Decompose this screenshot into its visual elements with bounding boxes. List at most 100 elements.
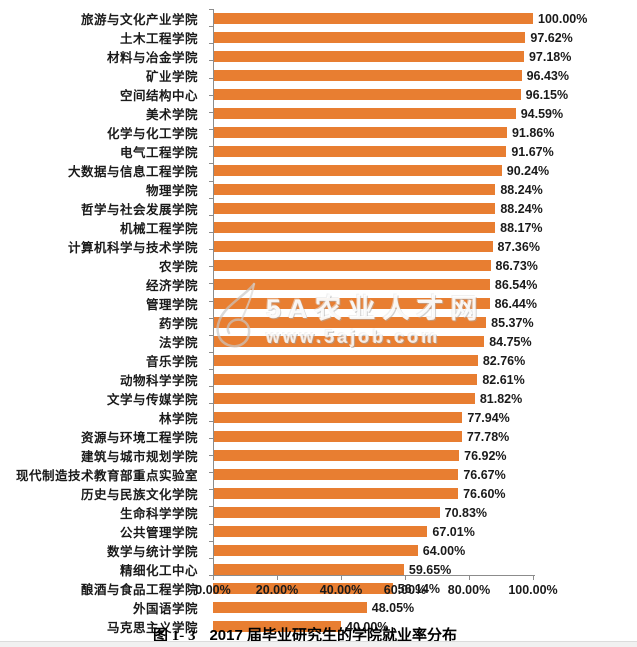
value-label: 85.37% (491, 315, 534, 330)
y-axis-tick (209, 163, 213, 164)
bar (213, 374, 478, 385)
bar-track: 86.44% (213, 294, 637, 313)
bar-row: 管理学院 86.44% (0, 294, 637, 313)
value-label: 77.78% (466, 429, 510, 444)
bar (213, 526, 428, 537)
bar (213, 431, 462, 442)
y-axis-tick (209, 146, 213, 147)
bar (213, 146, 507, 157)
y-axis-tick (209, 112, 213, 113)
category-label: 农学院 (158, 260, 198, 274)
y-axis-tick (209, 26, 213, 27)
bar-track: 56.14% (213, 579, 637, 598)
y-axis-tick (209, 301, 213, 302)
value-label: 90.24% (506, 163, 550, 178)
y-axis-tick (209, 541, 213, 542)
bar (213, 450, 460, 461)
value-label: 48.05% (371, 600, 415, 615)
value-label: 56.14% (397, 581, 441, 596)
y-axis-tick (209, 283, 213, 284)
bar-track: 67.01% (213, 522, 637, 541)
category-label: 计算机科学与技术学院 (67, 241, 198, 255)
category-label: 物理学院 (145, 184, 198, 198)
category-label: 资源与环境工程学院 (80, 431, 198, 445)
category-label: 美术学院 (145, 108, 198, 122)
bar-row: 数学与统计学院 64.00% (0, 541, 637, 560)
bar-row: 林学院 77.94% (0, 408, 637, 427)
y-axis-tick (209, 266, 213, 267)
category-label: 矿业学院 (145, 70, 198, 84)
y-axis-tick (209, 215, 213, 216)
bar-track: 76.60% (213, 484, 637, 503)
bar (213, 222, 496, 233)
bar-track: 94.59% (213, 104, 637, 123)
y-axis-tick (209, 489, 213, 490)
bar-row: 计算机科学与技术学院 87.36% (0, 237, 637, 256)
x-axis-tick (405, 576, 406, 580)
category-label: 建筑与城市规划学院 (80, 450, 198, 464)
category-label: 公共管理学院 (119, 526, 198, 540)
bar (213, 488, 459, 499)
y-axis-tick (209, 558, 213, 559)
bar-track: 88.17% (213, 218, 637, 237)
bar-track: 77.78% (213, 427, 637, 446)
figure-number: 图 1- 3 (152, 628, 196, 644)
y-axis-tick (209, 249, 213, 250)
value-label: 64.00% (422, 543, 466, 558)
y-axis-tick (209, 438, 213, 439)
bar-row: 农学院 86.73% (0, 256, 637, 275)
figure-caption: 图 1- 3 2017 届毕业研究生的学院就业率分布 (0, 624, 610, 645)
bar-track: 86.54% (213, 275, 637, 294)
value-label: 97.62% (530, 30, 573, 45)
y-axis-tick (209, 386, 213, 387)
bar-row: 建筑与城市规划学院 76.92% (0, 446, 637, 465)
value-label: 76.67% (463, 467, 506, 482)
x-axis-tick (469, 576, 470, 580)
bar-row: 现代制造技术教育部重点实验室 76.67% (0, 465, 637, 484)
x-axis-tick (213, 576, 214, 580)
x-axis-tick (533, 576, 534, 580)
bar-row: 资源与环境工程学院 77.78% (0, 427, 637, 446)
value-label: 40.00% (346, 619, 389, 634)
bar-track: 48.05% (213, 598, 637, 617)
value-label: 91.67% (511, 144, 554, 159)
category-label: 生命科学学院 (119, 507, 198, 521)
bar-track: 70.83% (213, 503, 637, 522)
bar (213, 317, 487, 328)
bar-track: 84.75% (213, 332, 637, 351)
bar (213, 13, 533, 24)
bar-row: 化学与化工学院 91.86% (0, 123, 637, 142)
bar (213, 127, 507, 138)
y-axis-tick (209, 95, 213, 96)
bar-track: 96.15% (213, 85, 637, 104)
bar-row: 法学院 84.75% (0, 332, 637, 351)
y-axis-tick (209, 318, 213, 319)
bar-track: 81.82% (213, 389, 637, 408)
bar (213, 298, 490, 309)
y-axis-tick (209, 60, 213, 61)
bottom-divider (0, 641, 637, 647)
x-axis-tick-label: 40.00% (319, 583, 363, 597)
bar-row: 空间结构中心 96.15% (0, 85, 637, 104)
bar-row: 机械工程学院 88.17% (0, 218, 637, 237)
bar-track: 86.73% (213, 256, 637, 275)
x-axis-tick-label: 0.00% (195, 583, 231, 597)
value-label: 76.60% (463, 486, 506, 501)
bar-row: 文学与传媒学院 81.82% (0, 389, 637, 408)
bar (213, 260, 491, 271)
bar-row: 旅游与文化产业学院 100.00% (0, 9, 637, 28)
value-label: 81.82% (479, 391, 523, 406)
y-axis-tick (209, 352, 213, 353)
value-label: 88.24% (500, 182, 543, 197)
value-label: 77.94% (467, 410, 510, 425)
value-label: 86.44% (494, 296, 537, 311)
bar-row: 精细化工中心 59.65% (0, 560, 637, 579)
category-label: 机械工程学院 (119, 222, 198, 236)
y-axis-tick (209, 335, 213, 336)
bar-row: 经济学院 86.54% (0, 275, 637, 294)
value-label: 84.75% (489, 334, 532, 349)
bar-row: 外国语学院 48.05% (0, 598, 637, 617)
bar (213, 70, 522, 81)
category-label: 材料与冶金学院 (106, 51, 198, 65)
